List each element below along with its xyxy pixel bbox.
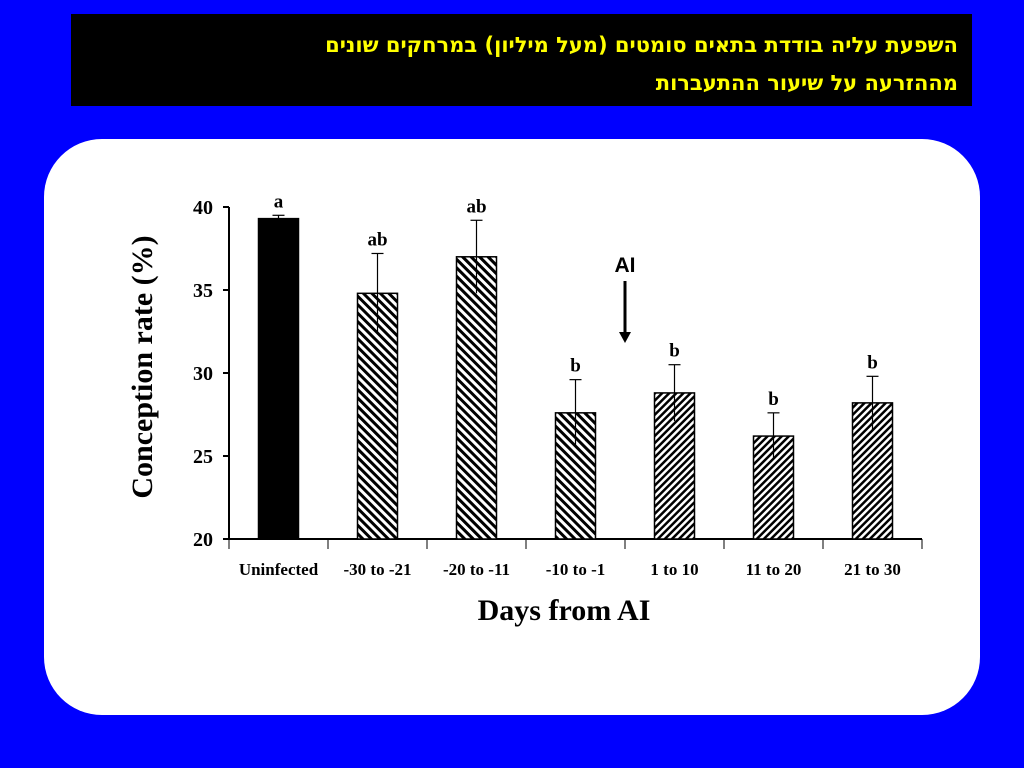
bar [257,217,300,540]
y-axis-title: Conception rate (%) [126,235,159,498]
title-line-1: השפעת עליה בודדת בתאים סומטים (מעל מיליו… [325,33,958,57]
category-label: 11 to 20 [746,560,802,579]
y-tick-label: 30 [193,363,213,385]
y-tick-label: 20 [193,529,213,551]
category-label: Uninfected [239,560,319,579]
significance-label: ab [466,196,486,217]
significance-label: b [768,389,779,410]
significance-label: b [669,341,680,362]
y-tick-label: 40 [193,197,213,219]
bar [554,412,597,540]
category-label: -30 to -21 [344,560,412,579]
bar [356,292,399,540]
significance-label: b [867,352,878,373]
chart-panel [44,139,980,715]
x-axis-title: Days from AI [478,594,651,627]
slide-title: השפעת עליה בודדת בתאים סומטים (מעל מיליו… [71,14,972,106]
ai-arrow-head [619,332,631,343]
significance-label: b [570,356,581,377]
significance-label: ab [367,229,387,250]
bar [455,256,498,540]
category-label: -20 to -11 [443,560,510,579]
ai-annotation-label: AI [615,254,636,277]
y-tick-label: 25 [193,446,213,468]
category-label: 21 to 30 [844,560,901,579]
category-label: -10 to -1 [546,560,605,579]
category-label: 1 to 10 [650,560,698,579]
title-line-2: מההזרעה על שיעור ההתעברות [655,71,958,95]
y-tick-label: 35 [193,280,213,302]
significance-label: a [274,191,284,212]
